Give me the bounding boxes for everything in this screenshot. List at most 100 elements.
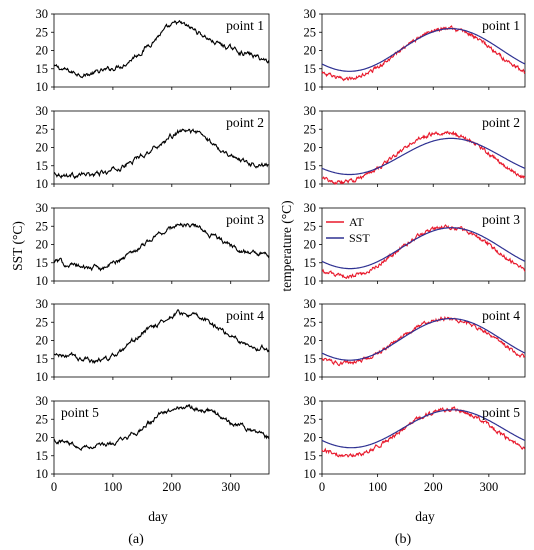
y-tick-label: 10 (36, 177, 49, 191)
panel-b-row-4: 10 15 20 25 30 point 4 (304, 297, 526, 384)
x-tick-label: 0 (51, 480, 57, 494)
y-tick-label: 10 (304, 370, 317, 384)
y-tick-label: 30 (36, 104, 49, 118)
panel-a-row-2: 10 15 20 25 30 point 2 (36, 104, 270, 191)
y-tick-label: 10 (304, 80, 317, 94)
plot-frame (321, 13, 526, 88)
y-tick-label: 25 (304, 122, 317, 136)
legend: AT SST (326, 215, 370, 245)
y-tick-label: 20 (36, 238, 49, 252)
x-tick-label: 100 (104, 480, 123, 494)
x-tick-label: 300 (221, 480, 240, 494)
point-label: point 4 (226, 308, 264, 323)
legend-label: AT (349, 215, 364, 229)
y-tick-label: 15 (304, 62, 317, 76)
y-tick-label: 25 (36, 25, 49, 39)
panel-b-row-1: 10 15 20 25 30 point 1 (304, 7, 526, 94)
sst-line (321, 318, 526, 361)
y-tick-label: 15 (36, 449, 49, 463)
sst-line (53, 222, 270, 272)
point-label: point 1 (482, 18, 520, 33)
y-tick-label: 15 (36, 256, 49, 270)
right-y-axis-label: temperature (°C) (279, 200, 294, 291)
point-label: point 4 (482, 308, 520, 323)
y-tick-label: 20 (36, 431, 49, 445)
plot-frame (321, 110, 526, 185)
y-tick-label: 20 (304, 44, 317, 58)
y-tick-label: 20 (36, 334, 49, 348)
plot-frame (321, 400, 526, 475)
y-tick-label: 25 (304, 412, 317, 426)
point-label: point 3 (482, 212, 520, 227)
y-tick-label: 15 (304, 159, 317, 173)
legend-label: SST (349, 231, 370, 245)
sst-line (321, 28, 526, 72)
y-tick-label: 30 (36, 7, 49, 21)
plot-frame (53, 110, 270, 185)
y-tick-label: 25 (36, 219, 49, 233)
y-tick-label: 20 (304, 334, 317, 348)
y-tick-label: 30 (36, 297, 49, 311)
y-tick-label: 10 (304, 274, 317, 288)
sst-line (53, 19, 270, 79)
y-tick-label: 30 (304, 297, 317, 311)
point-label: point 1 (226, 18, 264, 33)
sst-line (321, 137, 526, 176)
panel-b-row-2: 10 15 20 25 30 point 2 (304, 104, 526, 191)
y-tick-label: 15 (304, 352, 317, 366)
y-tick-label: 20 (36, 141, 49, 155)
y-tick-label: 25 (36, 315, 49, 329)
x-tick-label: 0 (319, 480, 325, 494)
panels: 10 15 20 25 30 point 1 10 15 20 25 30 point 1 10 15 20… (36, 7, 526, 494)
plot-frame (321, 303, 526, 378)
plot-frame (53, 303, 270, 378)
x-tick-label: 200 (162, 480, 181, 494)
panel-a-row-4: 10 15 20 25 30 point 4 (36, 297, 270, 384)
at-line (321, 130, 526, 186)
y-tick-label: 10 (304, 177, 317, 191)
sst-line (53, 403, 270, 452)
y-tick-label: 10 (36, 274, 49, 288)
panel-b-caption: (b) (395, 532, 412, 547)
y-tick-label: 15 (36, 159, 49, 173)
y-tick-label: 30 (304, 104, 317, 118)
y-tick-label: 15 (304, 449, 317, 463)
at-line (321, 315, 526, 367)
y-tick-label: 30 (304, 394, 317, 408)
sst-line (321, 409, 526, 449)
y-tick-label: 15 (304, 256, 317, 270)
y-tick-label: 10 (36, 80, 49, 94)
y-tick-label: 30 (36, 394, 49, 408)
sst-line (53, 128, 270, 180)
plot-frame (53, 400, 270, 475)
at-line (321, 25, 526, 82)
y-tick-label: 30 (36, 201, 49, 215)
y-tick-label: 10 (304, 467, 317, 481)
y-tick-label: 20 (304, 238, 317, 252)
y-tick-label: 10 (36, 467, 49, 481)
panel-a-caption: (a) (128, 532, 144, 547)
y-tick-label: 15 (36, 62, 49, 76)
sst-line (53, 309, 270, 365)
point-label: point 5 (61, 405, 99, 420)
y-tick-label: 20 (304, 431, 317, 445)
y-tick-label: 30 (304, 201, 317, 215)
x-tick-label: 100 (368, 480, 387, 494)
y-tick-label: 25 (304, 315, 317, 329)
y-tick-label: 25 (304, 25, 317, 39)
y-tick-label: 15 (36, 352, 49, 366)
panel-b-row-3: 10 15 20 25 30 AT SST point 3 (304, 201, 526, 288)
point-label: point 2 (482, 115, 520, 130)
at-line (321, 406, 526, 458)
y-tick-label: 20 (304, 141, 317, 155)
left-x-axis-label: day (148, 509, 168, 524)
y-tick-label: 20 (36, 44, 49, 58)
y-tick-label: 30 (304, 7, 317, 21)
y-tick-label: 25 (304, 219, 317, 233)
panel-a-row-3: 10 15 20 25 30 point 3 (36, 201, 270, 288)
x-tick-label: 200 (424, 480, 443, 494)
point-label: point 5 (482, 405, 520, 420)
